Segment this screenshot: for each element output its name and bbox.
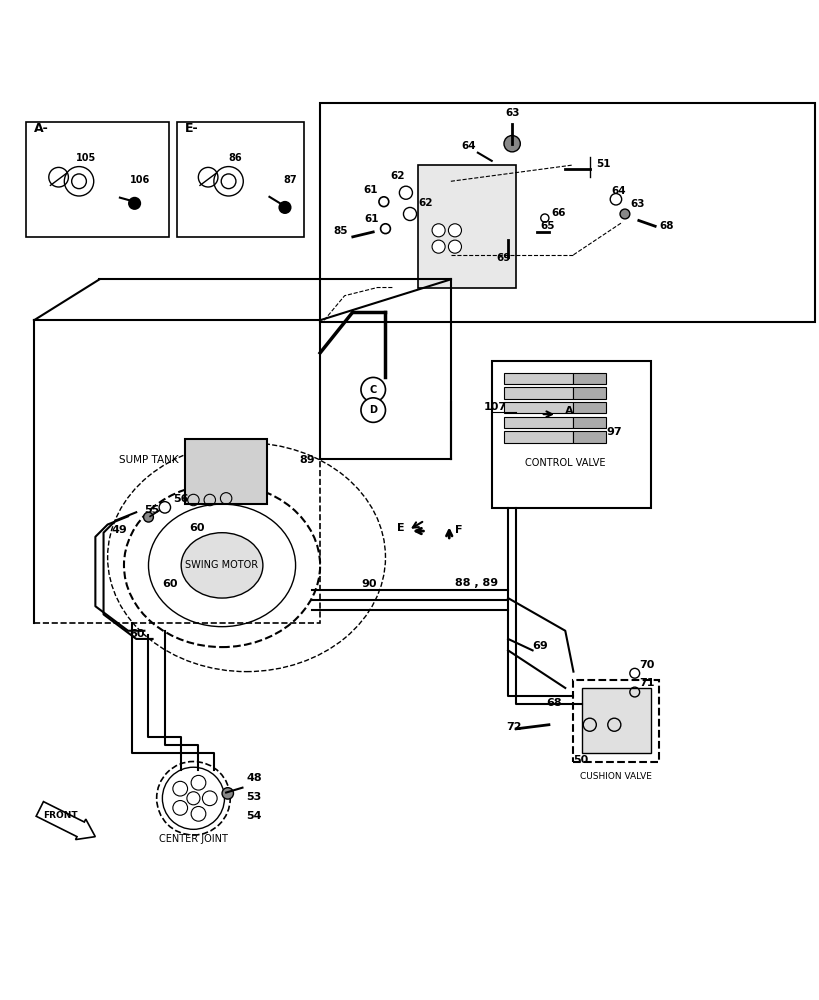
Text: 64: 64 (461, 141, 476, 151)
Bar (572, 373, 605, 384)
Circle shape (448, 240, 461, 253)
Text: 68: 68 (658, 221, 673, 231)
Text: 60: 60 (129, 629, 144, 639)
Text: 50: 50 (572, 755, 588, 765)
Bar (504, 373, 572, 384)
Text: 66: 66 (550, 208, 565, 218)
Bar (504, 387, 572, 399)
Bar (34, 320, 319, 623)
Bar (504, 417, 572, 428)
Text: 87: 87 (283, 175, 296, 185)
Bar (26, 122, 169, 237)
Text: 60: 60 (162, 579, 178, 589)
Text: CONTROL VALVE: CONTROL VALVE (524, 458, 604, 468)
Text: 53: 53 (247, 792, 261, 802)
Text: C: C (369, 385, 377, 395)
Text: 56: 56 (173, 494, 188, 504)
Circle shape (279, 202, 290, 213)
Text: FRONT: FRONT (43, 811, 78, 820)
Bar (504, 402, 572, 413)
Text: 68: 68 (545, 698, 561, 708)
Text: 90: 90 (360, 579, 376, 589)
Text: 70: 70 (638, 660, 654, 670)
Text: D: D (369, 405, 377, 415)
Bar (572, 417, 605, 428)
Bar (572, 680, 658, 762)
Bar (572, 387, 605, 399)
Text: 89: 89 (299, 455, 315, 465)
Text: E-: E- (185, 122, 199, 135)
Text: 86: 86 (228, 153, 242, 163)
Text: 54: 54 (247, 811, 262, 821)
Text: A-: A- (34, 122, 49, 135)
Circle shape (504, 136, 520, 152)
Bar (504, 431, 572, 443)
Text: A: A (564, 406, 573, 416)
Text: 85: 85 (333, 226, 347, 236)
Text: SUMP TANK: SUMP TANK (119, 455, 178, 465)
Text: 49: 49 (111, 525, 127, 535)
Text: 61: 61 (363, 185, 378, 195)
Text: 60: 60 (189, 523, 205, 533)
Text: 69: 69 (496, 253, 510, 263)
Circle shape (129, 198, 140, 209)
Text: SWING MOTOR: SWING MOTOR (185, 560, 258, 570)
Text: 106: 106 (130, 175, 150, 185)
Circle shape (143, 512, 153, 522)
Text: 64: 64 (610, 186, 625, 196)
Text: 88 , 89: 88 , 89 (455, 578, 497, 588)
Text: 72: 72 (506, 722, 522, 732)
Circle shape (432, 224, 445, 237)
Text: 107: 107 (483, 402, 506, 412)
Bar (491, 361, 650, 508)
Text: 62: 62 (390, 171, 405, 181)
Text: 63: 63 (630, 199, 645, 209)
Text: 65: 65 (540, 221, 554, 231)
Text: 62: 62 (418, 198, 432, 208)
Text: F: F (455, 525, 462, 535)
Text: 51: 51 (595, 159, 610, 169)
Text: 69: 69 (532, 641, 548, 651)
Text: E: E (397, 523, 405, 533)
Bar (177, 122, 303, 237)
FancyArrow shape (36, 802, 95, 840)
Bar (581, 688, 650, 753)
Text: 63: 63 (505, 108, 518, 118)
Text: 48: 48 (247, 773, 262, 783)
Text: 55: 55 (144, 505, 160, 515)
Bar (319, 103, 813, 322)
Text: 61: 61 (364, 214, 378, 224)
Bar (572, 402, 605, 413)
Text: 97: 97 (605, 427, 621, 437)
Text: CENTER JOINT: CENTER JOINT (159, 834, 228, 844)
Text: 105: 105 (75, 153, 96, 163)
Circle shape (432, 240, 445, 253)
Circle shape (360, 398, 385, 422)
Circle shape (222, 788, 233, 799)
Circle shape (360, 377, 385, 402)
Circle shape (619, 209, 629, 219)
Bar (572, 431, 605, 443)
Bar (418, 165, 516, 288)
Text: CUSHION VALVE: CUSHION VALVE (579, 772, 651, 781)
Ellipse shape (181, 533, 263, 598)
Text: 71: 71 (638, 678, 654, 688)
Circle shape (448, 224, 461, 237)
Bar (185, 439, 267, 504)
